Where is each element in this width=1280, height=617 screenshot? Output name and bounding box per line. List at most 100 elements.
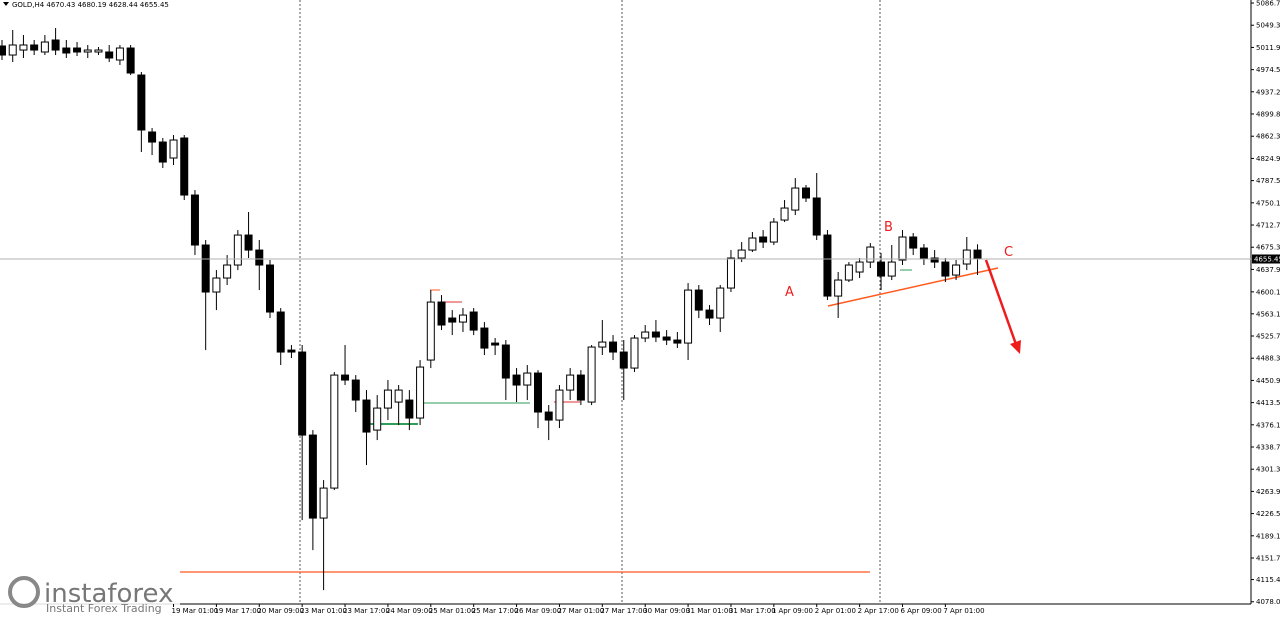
candle-body [190, 194, 199, 246]
wave-label: C [1004, 245, 1013, 260]
candle-body [373, 407, 382, 431]
candle-body [51, 39, 60, 51]
candle-body [266, 264, 274, 313]
x-tick-label: 2 Apr 01:00 [815, 607, 856, 615]
x-tick-label: 27 Mar 01:00 [557, 607, 604, 615]
y-tick-label: 4712.70 [1256, 222, 1280, 230]
y-tick-label: 4263.90 [1256, 488, 1280, 496]
candle-body [662, 336, 671, 341]
menu-arrow[interactable] [3, 2, 9, 6]
y-tick-label: 4563.10 [1256, 310, 1280, 318]
y-tick-label: 4862.30 [1256, 133, 1280, 141]
x-tick-label: 6 Apr 09:00 [900, 607, 941, 615]
candle-body [748, 237, 757, 251]
candle-body [8, 44, 17, 56]
x-tick-label: 2 Apr 17:00 [858, 607, 899, 615]
candle-body [802, 187, 810, 199]
candle-body [137, 74, 146, 131]
candle-body [94, 49, 103, 53]
y-tick-label: 4338.70 [1256, 444, 1280, 452]
candle-body [641, 331, 650, 339]
candle-body [834, 279, 843, 297]
candle-body [158, 141, 167, 163]
y-tick-label: 4525.70 [1256, 333, 1280, 341]
candle-body [962, 249, 971, 265]
candle-body [919, 247, 928, 259]
candle-body [609, 341, 618, 353]
y-tick-label: 4488.30 [1256, 355, 1280, 363]
candle-body [512, 374, 521, 386]
candle-body [769, 221, 778, 243]
watermark-logo [8, 576, 40, 608]
candle-body [716, 287, 725, 319]
candle-body [566, 374, 575, 391]
candle-body [812, 197, 821, 236]
y-tick-label: 4301.30 [1256, 466, 1280, 474]
forecast-arrow [984, 259, 1020, 351]
candle-body [351, 379, 360, 401]
y-tick-label: 4226.50 [1256, 510, 1280, 518]
y-tick-label: 4413.50 [1256, 399, 1280, 407]
candle-body [630, 337, 639, 369]
x-tick-label: 26 Mar 09:00 [515, 607, 562, 615]
candle-body [0, 45, 6, 56]
candle-body [458, 314, 467, 323]
y-tick-label: 4151.70 [1256, 554, 1280, 562]
candle-body [437, 301, 446, 326]
candle-body [684, 289, 693, 344]
candle-body [491, 342, 500, 346]
candle-body [426, 301, 435, 361]
watermark-tagline: Instant Forex Trading [46, 602, 162, 615]
candle-body [40, 41, 49, 53]
candle-body [83, 49, 92, 53]
candle-body [394, 389, 403, 403]
candle-body [619, 351, 628, 369]
candle-body [330, 374, 339, 489]
candle-body [844, 264, 853, 281]
candle-body [276, 311, 285, 353]
y-tick-label: 4937.20 [1256, 88, 1280, 96]
y-tick-label: 4450.90 [1256, 377, 1280, 385]
x-tick-label: 23 Mar 17:00 [343, 607, 390, 615]
candle-body [180, 137, 189, 196]
candle-body [737, 249, 746, 259]
candle-body [341, 374, 350, 381]
candle-body [480, 327, 489, 349]
candle-body [362, 399, 371, 433]
candle-body [973, 249, 982, 260]
candle-body [405, 399, 414, 419]
y-tick-label: 4824.90 [1256, 155, 1280, 163]
y-tick-label: 4115.40 [1256, 576, 1280, 584]
candle-body [887, 261, 896, 277]
candle-body [62, 47, 71, 54]
candle-body [673, 339, 682, 344]
candle-body [694, 289, 703, 311]
candle-body [587, 346, 596, 403]
x-tick-label: 24 Mar 09:00 [386, 607, 433, 615]
candle-body [823, 234, 832, 297]
bid-label: 4655.45 [1254, 255, 1280, 263]
candle-body [233, 234, 242, 266]
candle-body [148, 131, 157, 143]
candle-body [534, 372, 542, 413]
x-tick-label: 7 Apr 01:00 [943, 607, 984, 615]
y-tick-label: 5049.30 [1256, 22, 1280, 30]
candle-body [930, 257, 939, 263]
candle-body [941, 261, 950, 277]
y-tick-label: 4600.10 [1256, 288, 1280, 296]
y-tick-label: 4974.50 [1256, 66, 1280, 74]
candle-body [448, 317, 457, 323]
candle-body [298, 351, 307, 436]
candle-body [759, 236, 768, 243]
y-tick-label: 4189.10 [1256, 532, 1280, 540]
wave-label: A [785, 285, 794, 300]
y-tick-label: 4787.50 [1256, 177, 1280, 185]
bid-label-bg [1252, 254, 1280, 264]
candle-body [416, 366, 425, 419]
candle-body [705, 309, 714, 319]
trend-line [827, 267, 999, 307]
x-tick-label: 23 Mar 01:00 [300, 607, 347, 615]
candle-body [383, 389, 392, 409]
candle-body [73, 47, 82, 53]
candle-body [523, 372, 532, 386]
